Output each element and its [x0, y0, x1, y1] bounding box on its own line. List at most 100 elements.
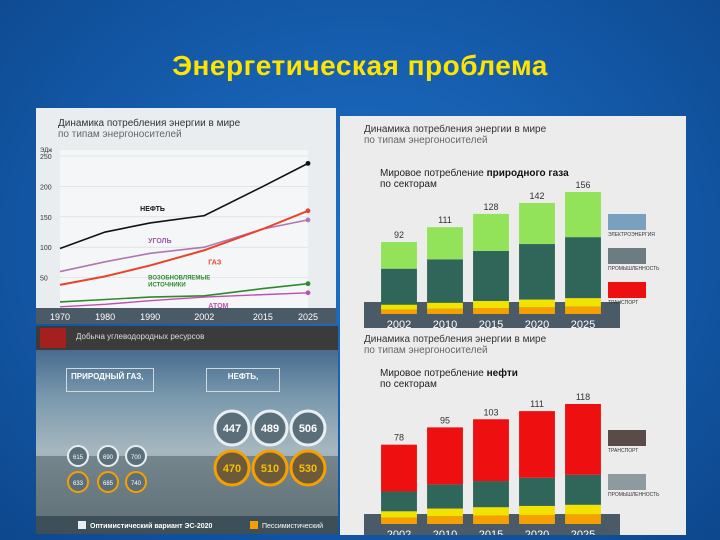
value-label: 506 [299, 423, 317, 435]
x-tick-label: 2025 [571, 529, 595, 535]
panel-hydrocarbon-production: Добыча углеводородных ресурсов ПРИРОДНЫЙ… [36, 326, 338, 534]
series-label: НЕФТЬ [140, 206, 165, 213]
bar-segment [427, 259, 463, 303]
bar-segment [427, 516, 463, 524]
series-label: УГОЛЬ [148, 238, 171, 245]
series-endpoint [305, 208, 311, 214]
value-label: 530 [299, 463, 317, 475]
chart-title-bold: нефти [486, 368, 518, 379]
small-value-circle [125, 471, 147, 493]
chart-title-part: по секторам [380, 379, 437, 390]
x-tick-label: 1990 [140, 312, 160, 322]
small-value-circle [67, 471, 89, 493]
bar-segment [473, 307, 509, 314]
panel-title-main: Динамика потребления энергии в мире [364, 124, 547, 135]
bar-segment [565, 306, 601, 314]
series-endpoint [305, 217, 311, 223]
series-line-5 [59, 292, 309, 308]
chart-title-bold: природного газа [486, 168, 569, 179]
legend-label: ПРОМЫШЛЕННОСТЬ [608, 266, 660, 272]
data-label: 118 [576, 392, 590, 402]
series-label: ИСТОЧНИКИ [148, 283, 186, 289]
bar-segment [565, 504, 601, 515]
series-line-2 [59, 219, 309, 273]
value-label: 447 [223, 423, 241, 435]
legend-image [608, 214, 646, 230]
bar-segment [565, 514, 601, 524]
series-line-4 [59, 282, 309, 303]
bar-segment [381, 309, 417, 314]
x-tick-label: 2002 [194, 312, 214, 322]
bar-segment [427, 302, 463, 309]
data-label: 111 [438, 215, 452, 225]
legend-image [608, 282, 646, 298]
x-axis-labels: 1970 1980 1990 2002 2015 2025 [50, 312, 318, 322]
small-value-label: 633 [73, 481, 84, 487]
y-tick-label: 200 [40, 184, 52, 191]
small-value-circle [125, 445, 147, 467]
legend-label: ТРАНСПОРТ [608, 300, 638, 306]
label-natural-gas-text: ПРИРОДНЫЙ ГАЗ, [71, 372, 144, 381]
bar-segment [427, 227, 463, 260]
slide-title: Энергетическая проблема [172, 50, 548, 81]
small-value-label: 690 [103, 455, 114, 461]
y-unit-label: ЭДж [40, 148, 52, 154]
bar-segment [519, 477, 555, 506]
data-label: 78 [394, 433, 404, 443]
data-label: 103 [483, 407, 498, 417]
oil-bar-chart: 78 2002 95 2010 103 2015 111 2020 118 2025 ТРАНСПО… [364, 392, 660, 535]
x-axis-bar [36, 308, 336, 324]
legend-label: ЭЛЕКТРОЭНЕРГИЯ [608, 232, 655, 238]
bar-segment [427, 427, 463, 485]
bar-segment [519, 244, 555, 300]
value-circle [251, 449, 289, 487]
small-value-label: 615 [73, 455, 84, 461]
bar-segment [519, 514, 555, 524]
x-tick-label: 2015 [253, 312, 273, 322]
legend-bar [36, 516, 338, 534]
bar-segment [381, 491, 417, 512]
value-label: 489 [261, 423, 279, 435]
series-label: ВОЗОБНОВЛЯЕМЫЕ [148, 276, 210, 282]
series-endpoint [305, 160, 311, 166]
value-circle [213, 409, 251, 447]
series-label: ГАЗ [208, 259, 222, 266]
legend-image [608, 248, 646, 264]
logo [40, 328, 66, 348]
bar-segment [519, 299, 555, 308]
series-endpoint [305, 290, 311, 296]
panel-title-sub: по типам энергоносителей [364, 345, 488, 356]
bar-segment [381, 511, 417, 518]
bar-segment [427, 308, 463, 314]
bar-segment [519, 307, 555, 314]
y-tick-label: 250 [40, 154, 52, 161]
value-circle [251, 409, 289, 447]
y-tick-label: 150 [40, 215, 52, 222]
legend-label: ПРОМЫШЛЕННОСТЬ [608, 492, 660, 498]
y-tick-label: 50 [40, 276, 48, 283]
bar-segment [473, 515, 509, 524]
bar-segment [565, 192, 601, 238]
panel-gas-consumption: Динамика потребления энергии в мире по т… [340, 116, 686, 332]
legend-label: ТРАНСПОРТ [608, 448, 638, 454]
series-line-3 [59, 209, 309, 286]
legend-image [608, 430, 646, 446]
bar-segment [381, 304, 417, 310]
panel-title-main: Динамика потребления энергии в мире [58, 118, 241, 129]
series-line-1 [59, 162, 309, 250]
label-oil: НЕФТЬ, [206, 368, 280, 392]
x-tick-label: 1980 [95, 312, 115, 322]
small-value-circle [67, 445, 89, 467]
bar-segment [565, 474, 601, 505]
panel-oil-consumption: Динамика потребления энергии в мире по т… [340, 328, 686, 535]
header-text: Добыча углеводородных ресурсов [76, 332, 205, 341]
value-label: 470 [223, 463, 241, 475]
bar-segment [473, 419, 509, 482]
chart-title-part: Мировое потребление [380, 168, 487, 179]
bar-segment [381, 268, 417, 305]
x-tick-label: 2010 [433, 529, 457, 535]
panel-title: Динамика потребления энергии в мире по т… [364, 124, 546, 146]
value-circle [289, 449, 327, 487]
bar-segment [519, 202, 555, 245]
panel-title: Динамика потребления энергии в мире по т… [58, 118, 240, 140]
